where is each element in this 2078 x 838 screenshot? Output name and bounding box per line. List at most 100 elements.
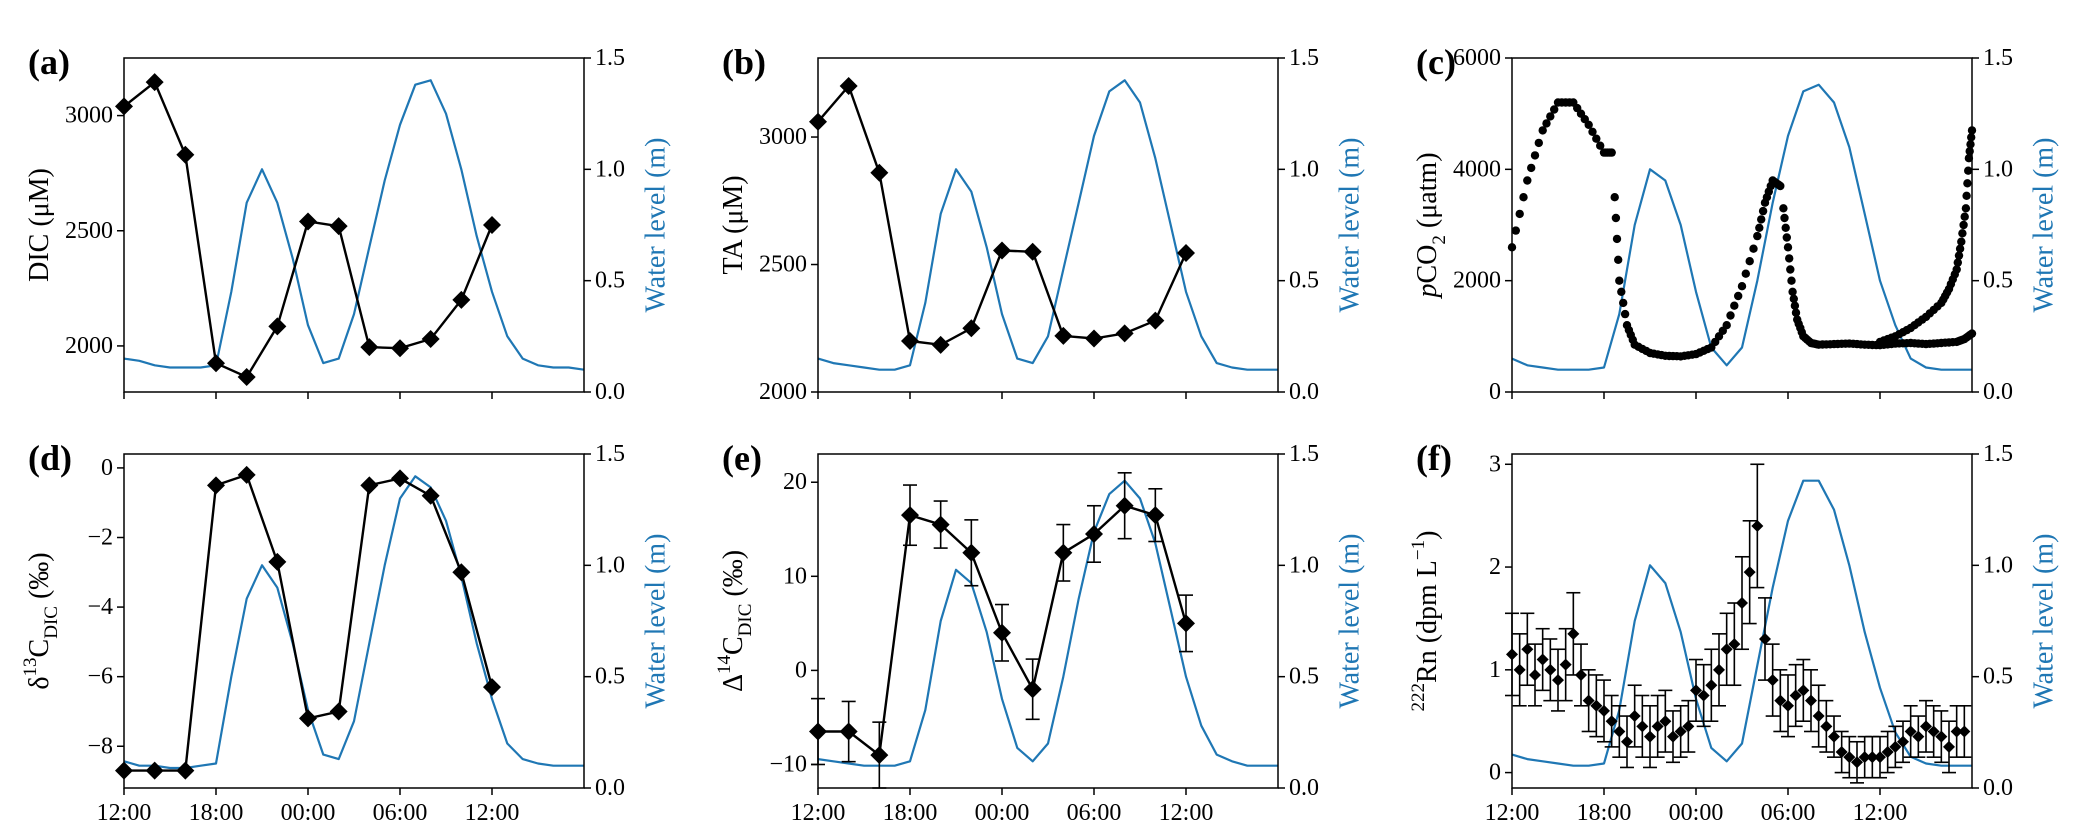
- water-level-axis-label: Water level (m): [2028, 534, 2059, 709]
- y2-tick-label: 1.0: [595, 552, 625, 578]
- y-axis-label-part: 2: [1429, 235, 1450, 245]
- data-point: [1584, 120, 1593, 129]
- water-level-line: [1511, 83, 1972, 371]
- plot-frame: [817, 453, 1279, 789]
- data-point: [1958, 725, 1971, 738]
- data-point: [1546, 112, 1555, 121]
- data-point: [1728, 638, 1741, 651]
- data-point: [1614, 255, 1623, 264]
- data-point: [299, 212, 317, 231]
- x-tick-label: 00:00: [281, 800, 336, 826]
- data-point: [1085, 524, 1103, 543]
- data-point: [176, 761, 195, 780]
- data-point: [1605, 715, 1618, 728]
- data-point: [1617, 287, 1626, 296]
- water-level-axis-label: Water level (m): [1334, 534, 1365, 709]
- data-point: [870, 746, 889, 765]
- data-point: [1582, 694, 1595, 707]
- data-point: [1542, 119, 1551, 128]
- panel-f: 0 1 2 3 0.0 0.5 1.0 1.5 12:00 18:00 00:00 06:00 12:0…: [1408, 438, 2060, 826]
- data-point: [421, 330, 440, 349]
- data-point: [1690, 684, 1702, 697]
- data-point: [870, 163, 889, 182]
- y2-tick-label: 0.0: [1983, 775, 2013, 801]
- y2-tick-label: 1.5: [595, 45, 625, 71]
- y-tick-label: 0: [101, 455, 113, 481]
- data-point: [901, 506, 919, 525]
- y2-tick-label: 1.5: [1289, 441, 1319, 467]
- data-point: [901, 332, 919, 351]
- data-point: [1588, 127, 1597, 136]
- y2-tick-label: 0.5: [1983, 268, 2013, 294]
- data-point: [1720, 643, 1733, 656]
- x-tick-label: 12:00: [1853, 800, 1908, 826]
- y2-tick-label: 1.5: [1289, 45, 1319, 71]
- y-tick-label: 3000: [65, 103, 113, 129]
- data-point: [1835, 746, 1848, 759]
- y-axis-label-part: Δ: [718, 674, 749, 692]
- data-point: [1935, 730, 1948, 743]
- water-level-axis-label: Water level (m): [640, 138, 671, 313]
- data-point: [391, 339, 409, 358]
- y2-tick-label: 1.0: [595, 156, 625, 182]
- data-point: [1874, 751, 1886, 764]
- x-tick-label: 00:00: [975, 800, 1030, 826]
- y-axis-label-part: (‰): [24, 552, 55, 606]
- data-point: [1607, 148, 1616, 157]
- y-axis-label-part: ): [1412, 531, 1443, 540]
- data-point: [1782, 233, 1792, 242]
- data-point: [1745, 257, 1754, 266]
- data-point: [1960, 212, 1969, 221]
- data-point: [1534, 138, 1544, 148]
- x-tick-label: 06:00: [1761, 800, 1816, 826]
- data-point: [1515, 209, 1524, 219]
- y-tick-label: 2000: [1453, 268, 1501, 294]
- data-point: [1722, 321, 1731, 330]
- data-point: [1843, 751, 1856, 764]
- y2-tick-label: 0.0: [595, 775, 625, 801]
- data-point: [1785, 254, 1794, 263]
- data-point: [1889, 740, 1902, 753]
- data-point: [993, 241, 1011, 260]
- y-axis-label: 222Rn (dpm L−1): [1408, 531, 1444, 712]
- panel-d: −8 −6 −4 −2 0 0.0 0.5 1.0 1.5 12:00 18:00 00:00 06:0…: [20, 438, 672, 826]
- y-axis-label-part: TA (μM): [718, 175, 749, 274]
- data-point: [1787, 276, 1796, 285]
- x-tick-label: 18:00: [883, 800, 938, 826]
- data-point: [1644, 730, 1656, 743]
- y-tick-label: −2: [87, 525, 113, 551]
- data-point: [1788, 287, 1797, 296]
- data-point: [1812, 710, 1825, 723]
- panel-label: (a): [28, 42, 70, 82]
- data-point: [1950, 725, 1963, 738]
- data-point: [1054, 543, 1073, 562]
- y-tick-label: −6: [87, 664, 113, 690]
- y-tick-label: 4000: [1453, 156, 1501, 182]
- data-point: [1621, 735, 1633, 748]
- data-point: [1954, 251, 1964, 260]
- data-point: [1964, 154, 1974, 163]
- data-point: [452, 563, 471, 582]
- y-axis-label-part: CO: [1412, 245, 1443, 284]
- data-point: [1962, 191, 1971, 200]
- data-point: [1789, 294, 1799, 303]
- data-point: [1659, 715, 1672, 728]
- data-point: [145, 73, 164, 92]
- data-point: [1737, 282, 1747, 291]
- y-tick-label: 0: [795, 657, 807, 683]
- data-point: [1511, 226, 1521, 235]
- water-level-axis-label: Water level (m): [1334, 138, 1365, 313]
- data-point: [299, 709, 317, 728]
- data-point: [1881, 746, 1894, 759]
- data-point: [1743, 566, 1756, 579]
- data-point: [1912, 730, 1925, 743]
- data-point: [931, 515, 950, 534]
- data-point: [1651, 720, 1664, 733]
- data-point: [1726, 311, 1735, 320]
- data-point: [329, 702, 348, 721]
- data-point: [1054, 326, 1073, 345]
- data-point: [1628, 710, 1641, 723]
- data-point: [237, 368, 256, 387]
- data-point: [1759, 632, 1771, 645]
- data-point: [360, 338, 379, 357]
